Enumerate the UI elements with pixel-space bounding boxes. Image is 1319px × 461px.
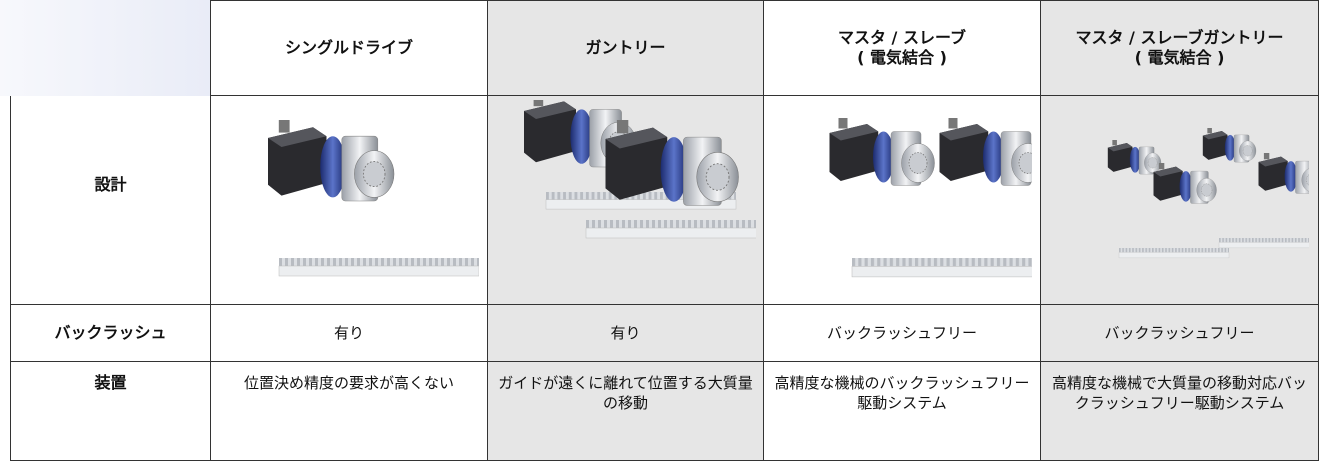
cell-text: ガイドが遠くに離れて位置する大質量の移動 [498, 374, 753, 412]
cell-text: 有り [610, 324, 641, 342]
product-image [267, 119, 479, 277]
row-label-text: バックラッシュ [54, 323, 167, 342]
gear-rack [1218, 237, 1309, 249]
drive-unit [939, 117, 1032, 186]
header-text: ガントリー [585, 38, 666, 57]
header-text: マスタ / スレーブガントリー [1075, 28, 1284, 47]
gear-rack [851, 257, 1032, 278]
drive-unit [1258, 152, 1309, 194]
header-cell: シングルドライブ [210, 0, 487, 96]
product-image [1107, 127, 1309, 259]
data-cell: バックラッシュフリー [1040, 305, 1319, 362]
cell-text: バックラッシュフリー [826, 324, 977, 342]
image-cell [487, 96, 763, 305]
row-label: 装置 [10, 362, 210, 461]
gear-rack [1118, 247, 1230, 259]
row-label: バックラッシュ [10, 305, 210, 362]
data-cell: バックラッシュフリー [763, 305, 1040, 362]
cell-text: 有り [333, 324, 364, 342]
data-cell: ガイドが遠くに離れて位置する大質量の移動 [487, 362, 763, 461]
header-text: シングルドライブ [284, 38, 413, 57]
data-cell: 有り [210, 305, 487, 362]
header-text: マスタ / スレーブ [837, 28, 967, 47]
gear-rack [278, 257, 479, 277]
row-label-text: 装置 [94, 373, 127, 392]
cell-text: 高精度な機械で大質量の移動対応バックラッシュフリー駆動システム [1051, 374, 1307, 412]
header-text: ( 電気結合 ) [1134, 48, 1225, 67]
product-image [829, 117, 1032, 278]
drive-unit [1107, 139, 1162, 175]
row-label-text: 設計 [94, 175, 127, 194]
row-label: 設計 [10, 96, 210, 305]
drive-unit [605, 119, 739, 206]
data-cell: 高精度な機械のバックラッシュフリー駆動システム [763, 362, 1040, 461]
header-cell: マスタ / スレーブ( 電気結合 ) [763, 0, 1040, 96]
data-cell: 高精度な機械で大質量の移動対応バックラッシュフリー駆動システム [1040, 362, 1319, 461]
data-cell: 有り [487, 305, 763, 362]
header-cell: マスタ / スレーブガントリー( 電気結合 ) [1040, 0, 1319, 96]
cell-text: 位置決め精度の要求が高くない [243, 374, 454, 392]
cell-text: バックラッシュフリー [1104, 324, 1255, 342]
image-cell [210, 96, 487, 305]
product-image [523, 100, 756, 239]
drive-unit [267, 119, 395, 202]
drive-unit [829, 117, 935, 186]
gear-rack [585, 219, 756, 239]
drive-unit [1202, 127, 1257, 163]
header-cell: ガントリー [487, 0, 763, 96]
data-cell: 位置決め精度の要求が高くない [210, 362, 487, 461]
cell-text: 高精度な機械のバックラッシュフリー駆動システム [774, 374, 1030, 412]
header-text: ( 電気結合 ) [857, 48, 947, 67]
drive-unit [1153, 162, 1217, 204]
corner-cell [0, 0, 210, 96]
image-cell [763, 96, 1040, 305]
image-cell [1040, 96, 1319, 305]
